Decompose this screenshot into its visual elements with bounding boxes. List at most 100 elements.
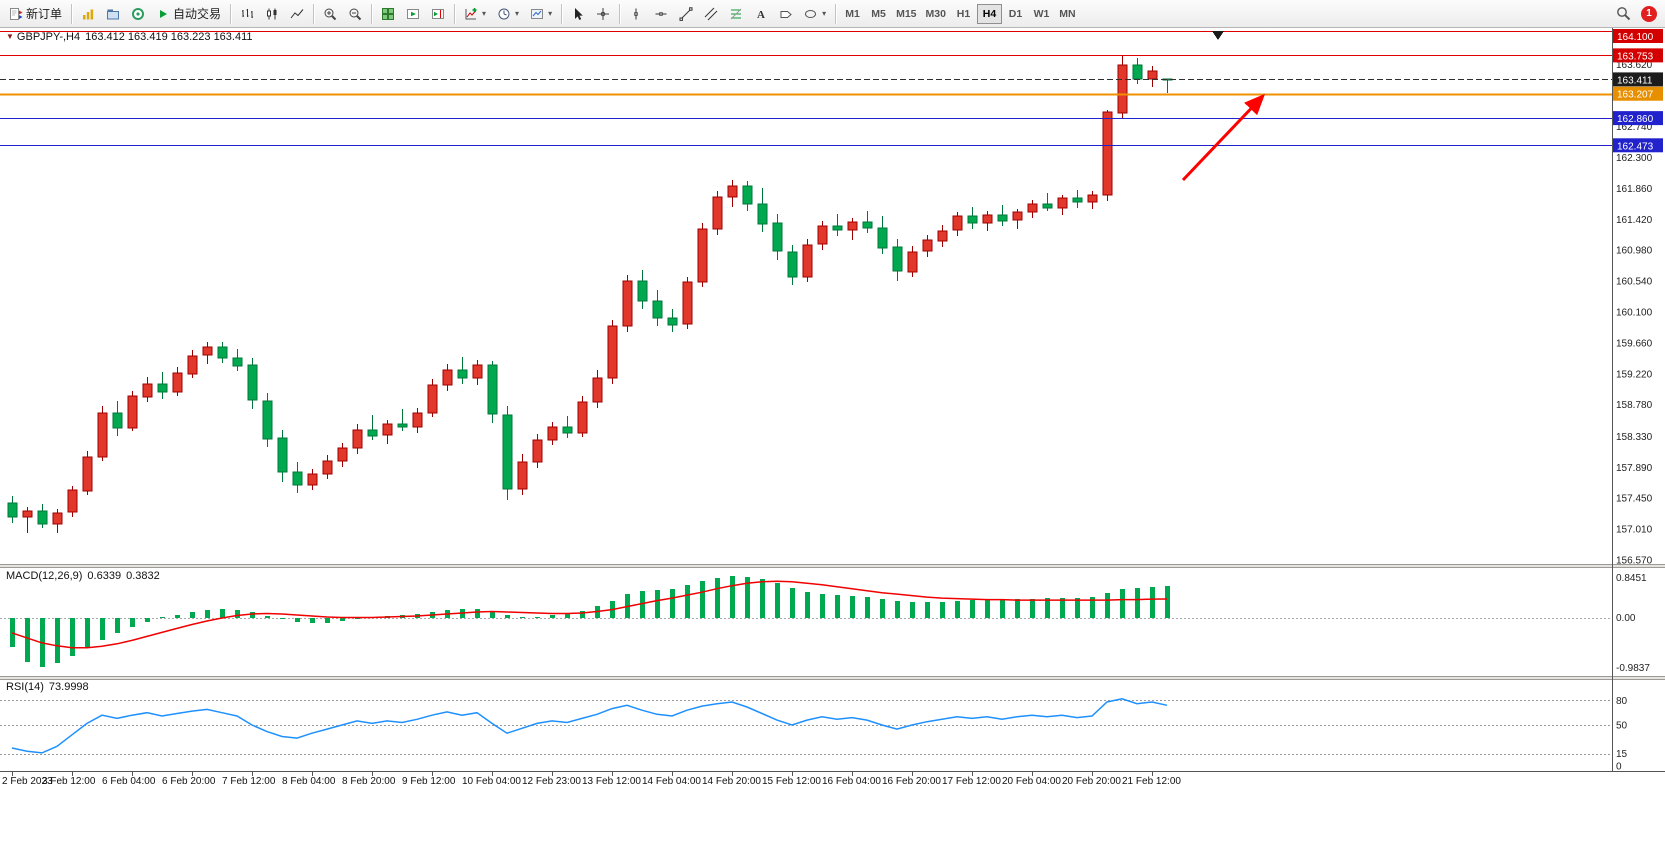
macd-histogram-bar bbox=[1000, 599, 1005, 618]
fibonacci-icon bbox=[730, 8, 742, 19]
chart-shift-marker[interactable] bbox=[1212, 31, 1224, 40]
timeframe-d1[interactable]: D1 bbox=[1003, 4, 1028, 24]
auto-scroll-button[interactable] bbox=[401, 3, 425, 25]
timeframe-h4[interactable]: H4 bbox=[976, 3, 1002, 24]
candle bbox=[982, 214, 993, 224]
macd-signal-value: 0.3832 bbox=[126, 570, 160, 582]
time-label: 16 Feb 04:00 bbox=[822, 776, 881, 787]
timeframe-group: M1 M5 M15 M30 H1 H4 D1 W1 MN bbox=[840, 3, 1080, 24]
cursor-button[interactable] bbox=[566, 3, 590, 25]
line-chart-button[interactable] bbox=[285, 3, 309, 25]
channel-button[interactable] bbox=[699, 3, 723, 25]
new-chart-button[interactable] bbox=[76, 3, 100, 25]
templates-button[interactable]: ▾ bbox=[525, 3, 557, 25]
line-chart-icon bbox=[290, 8, 304, 18]
candle bbox=[1012, 211, 1023, 221]
macd-histogram-bar bbox=[895, 601, 900, 618]
indicators-icon bbox=[465, 7, 477, 19]
candle bbox=[22, 510, 33, 518]
vertical-line-icon bbox=[634, 8, 638, 19]
macd-histogram-bar bbox=[175, 615, 180, 618]
timeframe-m5[interactable]: M5 bbox=[866, 4, 891, 24]
price-tick-label: 160.540 bbox=[1616, 277, 1653, 288]
candlestick-chart-button[interactable] bbox=[260, 3, 284, 25]
zoom-in-button[interactable] bbox=[318, 3, 342, 25]
macd-histogram-bar bbox=[535, 617, 540, 618]
time-label: 2 Feb 2023 bbox=[2, 776, 53, 787]
macd-histogram-bar bbox=[355, 618, 360, 619]
shapes-button[interactable]: ▾ bbox=[799, 3, 831, 25]
macd-histogram-bar bbox=[865, 597, 870, 618]
candle bbox=[532, 439, 543, 463]
macd-histogram-bar bbox=[220, 609, 225, 618]
horizontal-line-button[interactable] bbox=[649, 3, 673, 25]
candle bbox=[1147, 70, 1158, 80]
candle bbox=[847, 221, 858, 231]
price-badge-label: 163.753 bbox=[1617, 51, 1654, 62]
chart-shift-button[interactable] bbox=[426, 3, 450, 25]
pane-separator[interactable] bbox=[0, 676, 1665, 680]
price-tick-label: 159.660 bbox=[1616, 338, 1653, 349]
macd-histogram-bar bbox=[1135, 588, 1140, 618]
time-axis[interactable]: 2 Feb 2023 3 Feb 12:00 6 Feb 04:00 6 Feb 20… bbox=[0, 773, 1665, 793]
vertical-line-button[interactable] bbox=[624, 3, 648, 25]
crosshair-button[interactable] bbox=[591, 3, 615, 25]
candle bbox=[577, 401, 588, 434]
timeframe-m30[interactable]: M30 bbox=[922, 4, 950, 24]
zoom-out-button[interactable] bbox=[343, 3, 367, 25]
candle bbox=[412, 412, 423, 428]
notification-badge[interactable]: 1 bbox=[1641, 5, 1657, 22]
candle bbox=[667, 317, 678, 326]
candle bbox=[682, 281, 693, 325]
macd-histogram-bar bbox=[25, 618, 30, 662]
horizontal-line-icon bbox=[655, 11, 667, 16]
pane-separator[interactable] bbox=[0, 564, 1665, 568]
macd-histogram-bar bbox=[310, 618, 315, 623]
candle bbox=[1102, 111, 1113, 196]
timeframe-w1[interactable]: W1 bbox=[1029, 4, 1054, 24]
tile-windows-button[interactable] bbox=[376, 3, 400, 25]
macd-histogram-bar bbox=[925, 602, 930, 618]
price-badge-label: 164.100 bbox=[1617, 32, 1654, 43]
timeframe-mn[interactable]: MN bbox=[1055, 4, 1080, 24]
crosshair-icon bbox=[597, 7, 610, 20]
timeframe-m15[interactable]: M15 bbox=[892, 4, 920, 24]
data-window-button[interactable] bbox=[126, 3, 150, 25]
auto-trading-button[interactable]: 自动交易 bbox=[151, 3, 226, 25]
rsi-name: RSI(14) bbox=[6, 681, 44, 693]
bar-chart-button[interactable] bbox=[235, 3, 259, 25]
auto-trading-label: 自动交易 bbox=[173, 7, 222, 21]
label-button[interactable] bbox=[774, 3, 798, 25]
candle bbox=[637, 280, 648, 302]
candle bbox=[127, 395, 138, 429]
new-order-button[interactable]: 新订单 bbox=[4, 3, 67, 25]
notification-count: 1 bbox=[1646, 8, 1652, 19]
profiles-button[interactable] bbox=[101, 3, 125, 25]
trendline-button[interactable] bbox=[674, 3, 698, 25]
macd-histogram-bar bbox=[790, 588, 795, 618]
search-button[interactable] bbox=[1611, 3, 1636, 25]
macd-histogram-bar bbox=[250, 612, 255, 618]
candle bbox=[307, 473, 318, 486]
annotations-layer[interactable] bbox=[1181, 93, 1266, 182]
candle bbox=[727, 185, 738, 198]
trend-arrow-annotation[interactable] bbox=[1181, 93, 1266, 182]
price-badge bbox=[1613, 72, 1663, 87]
macd-histogram-bar bbox=[205, 610, 210, 618]
price-tick-label: 162.300 bbox=[1616, 153, 1653, 164]
price-tick-label: 159.220 bbox=[1616, 369, 1653, 380]
macd-histogram-bar bbox=[640, 591, 645, 618]
macd-histogram-bar bbox=[265, 616, 270, 618]
candle bbox=[187, 355, 198, 375]
indicators-button[interactable]: ▾ bbox=[459, 3, 491, 25]
price-tick-label: 160.100 bbox=[1616, 308, 1653, 319]
timeframe-m1[interactable]: M1 bbox=[840, 4, 865, 24]
periods-button[interactable]: ▾ bbox=[492, 3, 524, 25]
timeframe-h1[interactable]: H1 bbox=[951, 4, 976, 24]
fibonacci-button[interactable] bbox=[724, 3, 748, 25]
time-label: 10 Feb 04:00 bbox=[462, 776, 521, 787]
price-axis[interactable]: 163.620 162.740 162.300 161.860 161.420 160.9… bbox=[1613, 29, 1663, 773]
macd-histogram-bar bbox=[700, 581, 705, 618]
text-button[interactable]: A bbox=[749, 3, 773, 25]
